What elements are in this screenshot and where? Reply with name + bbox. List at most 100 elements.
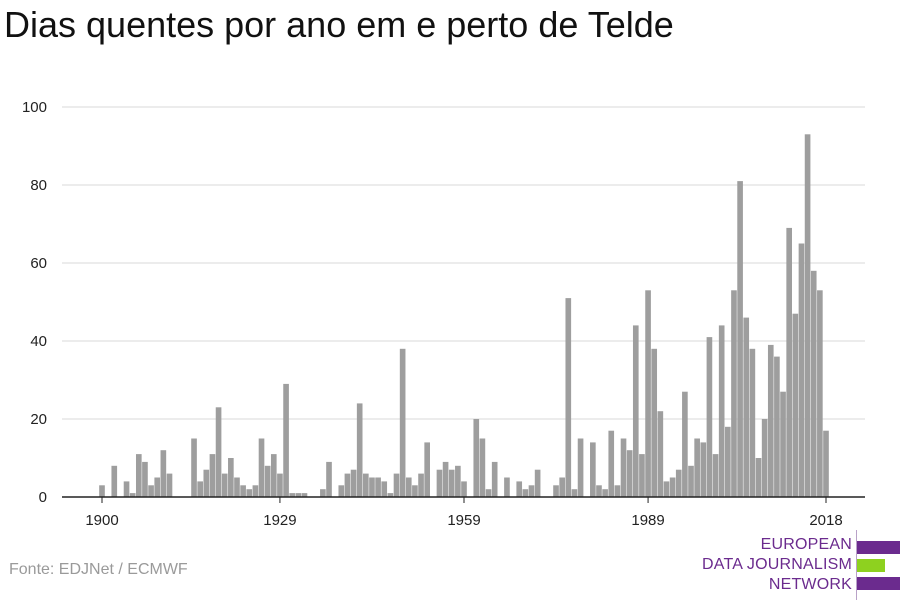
bar-1968 xyxy=(516,481,523,497)
bar-1975 xyxy=(559,477,565,497)
bar-2004 xyxy=(737,181,743,497)
bar-2000 xyxy=(712,454,719,497)
bar-2018 xyxy=(823,430,829,497)
bar-1929 xyxy=(277,473,283,497)
bar-1999 xyxy=(706,337,713,497)
bar-1956 xyxy=(442,461,449,497)
x-tick-label: 1989 xyxy=(631,512,664,529)
bar-1928 xyxy=(270,454,277,497)
x-tick-label: 1900 xyxy=(85,512,118,529)
bar-1931 xyxy=(289,493,296,497)
bar-1909 xyxy=(154,477,161,497)
edjnet-logo: EUROPEAN DATA JOURNALISM NETWORK xyxy=(700,530,900,600)
bar-1964 xyxy=(491,461,498,497)
bar-1957 xyxy=(448,469,455,497)
bar-1945 xyxy=(375,477,381,497)
logo-bar-bottom xyxy=(857,577,900,590)
bar-1959 xyxy=(461,481,467,497)
bar-2005 xyxy=(743,317,750,497)
bar-1983 xyxy=(608,430,615,497)
y-tick-label: 40 xyxy=(30,333,47,350)
bar-1937 xyxy=(326,461,332,497)
bar-1976 xyxy=(565,298,572,497)
logo-line-1: EUROPEAN xyxy=(760,536,852,553)
bar-1986 xyxy=(626,450,633,497)
bar-1932 xyxy=(295,493,302,497)
bar-2015 xyxy=(804,134,811,498)
bar-1922 xyxy=(234,477,240,497)
bar-1992 xyxy=(663,481,670,497)
bar-1907 xyxy=(142,461,148,497)
x-tick-label: 2018 xyxy=(809,512,842,529)
bar-1918 xyxy=(209,454,216,497)
logo-divider xyxy=(856,530,857,600)
bar-2012 xyxy=(786,227,792,497)
bar-2013 xyxy=(792,313,799,497)
bar-1911 xyxy=(166,473,173,497)
bar-1944 xyxy=(369,477,375,497)
bar-1966 xyxy=(504,477,510,497)
bar-2003 xyxy=(731,290,737,497)
bar-1939 xyxy=(338,485,345,497)
bar-1953 xyxy=(424,442,430,497)
bar-2007 xyxy=(755,458,762,497)
bar-1915 xyxy=(191,438,197,497)
bar-1958 xyxy=(455,465,461,497)
bar-1988 xyxy=(639,454,645,497)
bar-1977 xyxy=(571,489,578,497)
logo-line-2: DATA JOURNALISM xyxy=(702,556,852,573)
logo-line-3: NETWORK xyxy=(768,576,852,593)
bar-2006 xyxy=(749,348,756,497)
bar-1991 xyxy=(657,411,664,497)
bar-1906 xyxy=(135,454,142,497)
bar-1985 xyxy=(620,438,627,497)
bar-2009 xyxy=(767,344,774,497)
bar-1948 xyxy=(393,473,400,497)
bar-1961 xyxy=(473,419,480,497)
bar-1993 xyxy=(669,477,676,497)
y-tick-label: 60 xyxy=(30,255,47,272)
bar-1955 xyxy=(436,469,443,497)
logo-bar-top xyxy=(857,541,900,554)
bar-1936 xyxy=(320,489,326,497)
bar-1933 xyxy=(301,493,308,497)
bar-2010 xyxy=(774,356,780,497)
x-tick-label: 1929 xyxy=(263,512,296,529)
bar-1951 xyxy=(412,485,418,497)
bar-1952 xyxy=(418,473,424,497)
bar-1925 xyxy=(252,485,259,497)
bar-1962 xyxy=(479,438,486,497)
bar-1940 xyxy=(344,473,351,497)
bar-1981 xyxy=(596,485,602,497)
bar-1978 xyxy=(577,438,584,497)
bar-1995 xyxy=(682,391,688,497)
bar-1905 xyxy=(129,493,136,497)
bar-1946 xyxy=(381,481,388,497)
chart-title: Dias quentes por ano em e perto de Telde xyxy=(4,4,674,45)
bar-2008 xyxy=(761,419,768,497)
y-tick-label: 80 xyxy=(30,177,47,194)
bar-1943 xyxy=(363,473,369,497)
bar-1963 xyxy=(485,489,492,497)
bar-2017 xyxy=(817,290,823,497)
bar-1902 xyxy=(111,465,118,497)
bar-1974 xyxy=(553,485,559,497)
bar-1917 xyxy=(203,469,210,497)
bar-1994 xyxy=(675,469,682,497)
bar-1947 xyxy=(387,493,394,497)
bar-1921 xyxy=(228,458,234,497)
bar-1987 xyxy=(632,325,639,497)
bar-1908 xyxy=(148,485,154,497)
logo-bar-middle xyxy=(857,559,885,572)
y-tick-label: 100 xyxy=(22,99,47,116)
bar-2016 xyxy=(810,270,817,497)
bar-1949 xyxy=(399,348,406,497)
bar-1970 xyxy=(528,485,535,497)
bar-1998 xyxy=(700,442,707,497)
bar-1923 xyxy=(240,485,246,497)
bar-1980 xyxy=(590,442,596,497)
bar-1941 xyxy=(350,469,357,497)
bar-1926 xyxy=(258,438,265,497)
bar-1984 xyxy=(614,485,621,497)
